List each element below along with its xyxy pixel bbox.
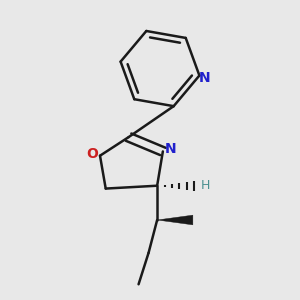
Text: O: O [86, 147, 98, 161]
Text: N: N [199, 71, 210, 85]
Text: N: N [164, 142, 176, 156]
Polygon shape [157, 215, 193, 225]
Text: H: H [201, 178, 210, 192]
